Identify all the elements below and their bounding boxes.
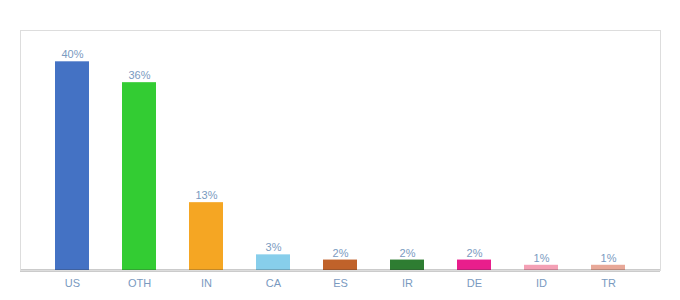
svg-text:40%: 40%: [61, 48, 83, 60]
svg-text:2%: 2%: [467, 247, 483, 259]
svg-text:ES: ES: [333, 277, 348, 289]
svg-text:OTH: OTH: [128, 277, 151, 289]
svg-text:2%: 2%: [333, 247, 349, 259]
svg-text:2%: 2%: [400, 247, 416, 259]
svg-text:TR: TR: [601, 277, 616, 289]
svg-text:1%: 1%: [534, 252, 550, 264]
svg-text:IR: IR: [402, 277, 413, 289]
svg-text:ID: ID: [536, 277, 547, 289]
svg-text:IN: IN: [201, 277, 212, 289]
svg-text:1%: 1%: [601, 252, 617, 264]
svg-text:CA: CA: [266, 277, 282, 289]
svg-text:3%: 3%: [266, 241, 282, 253]
svg-text:DE: DE: [467, 277, 482, 289]
svg-text:13%: 13%: [195, 189, 217, 201]
svg-text:US: US: [65, 277, 80, 289]
svg-text:36%: 36%: [128, 69, 150, 81]
